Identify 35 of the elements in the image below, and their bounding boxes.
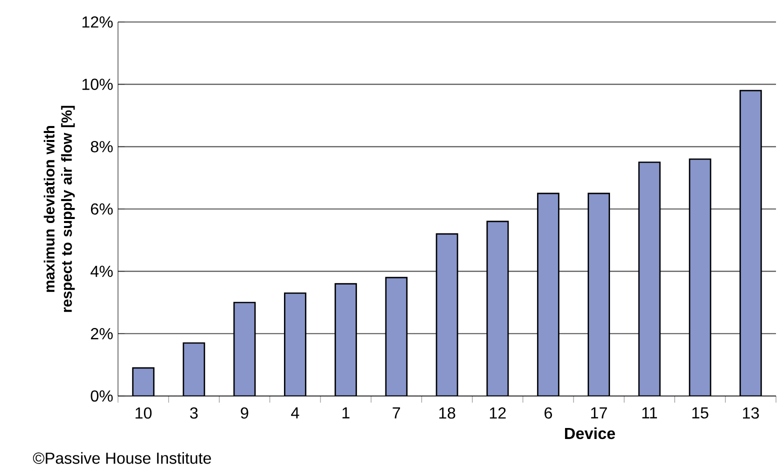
x-tick-label: 4 — [291, 407, 300, 418]
bar — [740, 90, 762, 396]
y-tick-label: 12% — [82, 16, 113, 28]
bar — [638, 162, 661, 396]
bar — [436, 233, 458, 396]
bar — [334, 283, 357, 396]
bar — [233, 302, 256, 396]
y-axis-title: maximun deviation with respect to supply air flow [%] — [44, 106, 75, 312]
y-tick-label: 4% — [90, 266, 113, 277]
y-tick-label: 6% — [90, 203, 113, 215]
x-tick-label: 18 — [439, 407, 456, 419]
x-tick-label: 10 — [136, 407, 152, 419]
y-tick-label: 0% — [90, 390, 113, 402]
x-tick-label: 3 — [190, 407, 198, 419]
bar — [284, 292, 306, 396]
x-tick-label: 15 — [692, 407, 708, 419]
text: ©Passive House Institute — [32, 452, 211, 464]
x-tick-label: 13 — [743, 407, 759, 419]
x-axis-title: Device — [565, 427, 616, 440]
bar — [688, 158, 712, 396]
bar — [537, 192, 560, 396]
bar — [588, 192, 610, 396]
x-tick-label: 7 — [392, 407, 400, 418]
y-tick-label: 8% — [90, 141, 113, 152]
y-tick-label: 2% — [90, 328, 113, 340]
bar — [486, 220, 509, 396]
y-tick-label: 10% — [82, 78, 113, 90]
x-tick-label: 12 — [490, 407, 506, 419]
x-tick-label: 6 — [544, 407, 552, 419]
x-tick-label: 11 — [642, 407, 657, 418]
bar — [182, 342, 206, 396]
x-tick-label: 17 — [591, 407, 607, 418]
x-tick-label: 1 — [342, 407, 350, 418]
x-tick-label: 9 — [240, 407, 248, 419]
bar — [385, 276, 408, 396]
